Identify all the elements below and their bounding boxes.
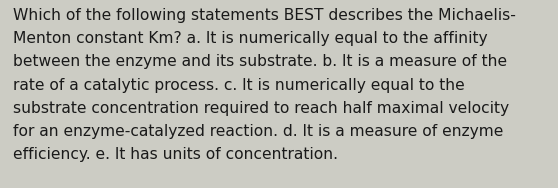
- Text: Which of the following statements BEST describes the Michaelis-: Which of the following statements BEST d…: [13, 8, 516, 23]
- Text: Menton constant Km? a. It is numerically equal to the affinity: Menton constant Km? a. It is numerically…: [13, 31, 488, 46]
- Text: between the enzyme and its substrate. b. It is a measure of the: between the enzyme and its substrate. b.…: [13, 54, 507, 69]
- Text: substrate concentration required to reach half maximal velocity: substrate concentration required to reac…: [13, 101, 509, 116]
- Text: efficiency. e. It has units of concentration.: efficiency. e. It has units of concentra…: [13, 147, 338, 162]
- Text: for an enzyme-catalyzed reaction. d. It is a measure of enzyme: for an enzyme-catalyzed reaction. d. It …: [13, 124, 503, 139]
- Text: rate of a catalytic process. c. It is numerically equal to the: rate of a catalytic process. c. It is nu…: [13, 78, 465, 93]
